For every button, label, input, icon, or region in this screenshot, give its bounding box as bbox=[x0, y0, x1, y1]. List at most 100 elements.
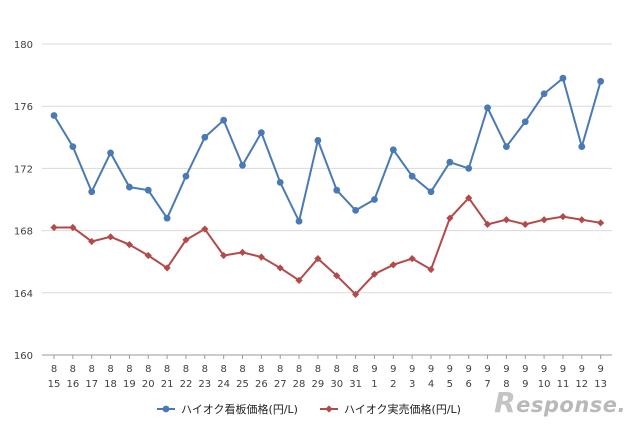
x-tick-month: 8 bbox=[296, 364, 302, 375]
data-point-signboard bbox=[69, 143, 77, 151]
x-tick-day: 17 bbox=[85, 379, 98, 390]
data-point-actual bbox=[352, 290, 360, 298]
x-tick-day: 27 bbox=[274, 379, 287, 390]
data-point-signboard bbox=[597, 77, 605, 85]
legend-label-signboard: ハイオク看板価格(円/L) bbox=[181, 402, 298, 416]
x-tick-month: 8 bbox=[202, 364, 208, 375]
data-point-actual bbox=[333, 272, 341, 280]
x-tick-month: 8 bbox=[70, 364, 76, 375]
data-point-actual bbox=[238, 248, 247, 256]
x-tick-day: 19 bbox=[123, 379, 136, 390]
x-tick-day: 9 bbox=[522, 379, 528, 390]
x-tick-month: 9 bbox=[484, 364, 490, 375]
data-point-signboard bbox=[521, 118, 529, 126]
x-tick-day: 2 bbox=[390, 379, 396, 390]
data-point-signboard bbox=[125, 183, 133, 191]
data-point-signboard bbox=[352, 206, 359, 214]
data-point-actual bbox=[578, 216, 586, 224]
x-tick-month: 8 bbox=[145, 364, 151, 375]
x-tick-month: 9 bbox=[409, 364, 415, 375]
data-point-signboard bbox=[540, 90, 548, 98]
legend: ハイオク看板価格(円/L) ハイオク実売価格(円/L) bbox=[157, 402, 461, 416]
data-point-actual bbox=[370, 270, 379, 278]
data-point-signboard bbox=[239, 161, 246, 169]
x-tick-day: 23 bbox=[198, 379, 211, 390]
data-point-signboard bbox=[408, 172, 416, 180]
x-tick-month: 9 bbox=[503, 364, 509, 375]
x-tick-day: 24 bbox=[217, 379, 230, 390]
y-axis-ticks: 160 164 168 172 176 180 bbox=[14, 40, 33, 362]
data-point-actual bbox=[163, 264, 171, 272]
data-point-signboard bbox=[163, 214, 171, 222]
x-tick-month: 9 bbox=[390, 364, 396, 375]
x-tick-day: 25 bbox=[236, 379, 249, 390]
y-tick-label: 180 bbox=[14, 40, 33, 51]
series-signboard bbox=[50, 74, 605, 225]
x-tick-month: 8 bbox=[334, 364, 340, 375]
data-point-actual bbox=[276, 264, 284, 272]
data-point-signboard bbox=[88, 188, 96, 196]
data-point-signboard bbox=[314, 137, 322, 144]
x-tick-day: 8 bbox=[503, 379, 509, 390]
data-point-signboard bbox=[295, 217, 303, 225]
x-tick-month: 8 bbox=[107, 364, 113, 375]
y-tick-label: 176 bbox=[14, 102, 33, 113]
data-point-actual bbox=[125, 240, 133, 249]
series-line-actual bbox=[54, 196, 601, 296]
x-tick-month: 9 bbox=[428, 364, 434, 375]
data-point-actual bbox=[389, 261, 397, 269]
data-point-signboard bbox=[182, 172, 190, 180]
x-tick-month: 8 bbox=[220, 364, 226, 375]
x-tick-month: 9 bbox=[466, 364, 472, 375]
data-point-actual bbox=[88, 237, 96, 246]
x-tick-month: 9 bbox=[541, 364, 547, 375]
x-tick-month: 8 bbox=[164, 364, 170, 375]
x-axis-ticks: 8158168178188198208218228238248258268278… bbox=[48, 355, 607, 390]
x-tick-month: 9 bbox=[447, 364, 453, 375]
x-tick-month: 8 bbox=[126, 364, 132, 375]
data-point-signboard bbox=[559, 74, 567, 82]
x-tick-day: 6 bbox=[466, 379, 472, 390]
x-tick-day: 3 bbox=[409, 379, 415, 390]
data-point-signboard bbox=[371, 196, 378, 203]
x-tick-day: 29 bbox=[312, 379, 325, 390]
x-tick-day: 30 bbox=[330, 379, 343, 390]
response-watermark-logo: R esponse. bbox=[494, 386, 626, 419]
data-point-actual bbox=[446, 214, 454, 222]
y-tick-label: 172 bbox=[14, 164, 33, 175]
data-point-actual bbox=[559, 213, 567, 221]
data-point-signboard bbox=[144, 186, 152, 194]
x-tick-day: 18 bbox=[104, 379, 117, 390]
data-point-signboard bbox=[276, 178, 284, 186]
x-tick-month: 8 bbox=[277, 364, 283, 375]
data-point-signboard bbox=[389, 146, 397, 154]
x-tick-month: 9 bbox=[560, 364, 566, 375]
x-tick-month: 8 bbox=[239, 364, 245, 375]
data-point-actual bbox=[502, 216, 510, 224]
legend-item-actual: ハイオク実売価格(円/L) bbox=[320, 402, 461, 416]
data-point-signboard bbox=[578, 143, 586, 151]
series-lines bbox=[50, 74, 605, 298]
watermark-rest: esponse. bbox=[516, 393, 626, 417]
legend-marker-actual bbox=[325, 405, 333, 413]
data-point-actual bbox=[257, 253, 265, 261]
y-tick-label: 160 bbox=[14, 351, 33, 362]
x-tick-month: 8 bbox=[183, 364, 189, 375]
legend-marker-signboard bbox=[162, 405, 170, 413]
data-point-signboard bbox=[257, 129, 265, 137]
data-point-signboard bbox=[503, 143, 510, 151]
data-point-signboard bbox=[220, 116, 228, 124]
x-tick-month: 8 bbox=[315, 364, 321, 375]
x-tick-month: 9 bbox=[371, 364, 377, 375]
data-point-signboard bbox=[107, 149, 114, 157]
series-line-signboard bbox=[53, 76, 602, 225]
data-point-signboard bbox=[465, 165, 473, 172]
x-tick-month: 8 bbox=[258, 364, 264, 375]
x-tick-day: 15 bbox=[48, 379, 61, 390]
x-tick-day: 1 bbox=[371, 379, 377, 390]
x-tick-day: 7 bbox=[484, 379, 490, 390]
data-point-actual bbox=[106, 233, 115, 241]
series-actual bbox=[50, 194, 605, 298]
y-tick-label: 164 bbox=[14, 289, 33, 300]
data-point-signboard bbox=[484, 104, 491, 112]
